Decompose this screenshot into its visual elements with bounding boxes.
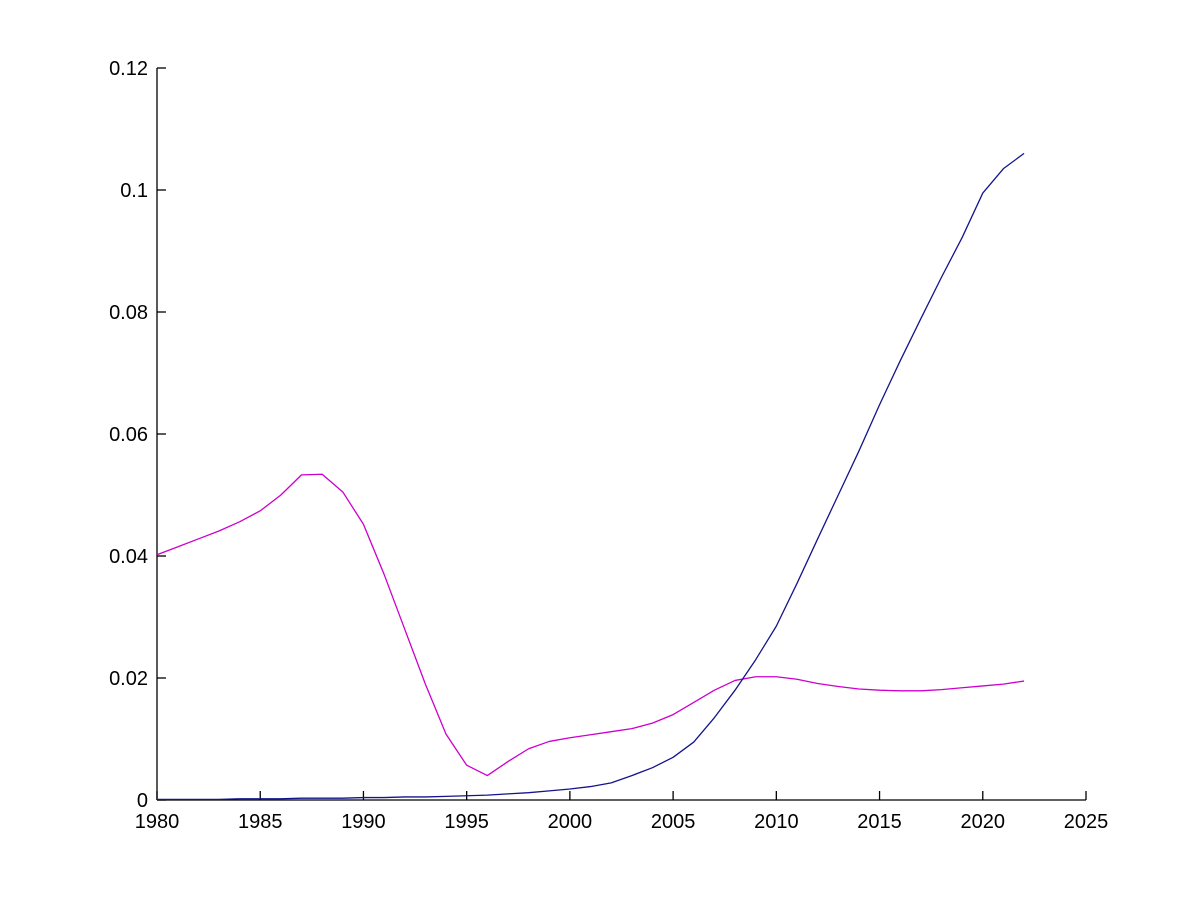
x-tick-label: 2010 [754, 811, 799, 833]
y-tick-label: 0 [137, 790, 148, 812]
x-tick-label: 1995 [444, 811, 489, 833]
magenta-series-line [156, 473, 1025, 777]
x-tick-label: 1985 [238, 811, 283, 833]
x-tick-label: 2020 [961, 811, 1006, 833]
x-tick-label: 2005 [651, 811, 696, 833]
y-tick-label: 0.02 [109, 668, 148, 690]
y-tick-label: 0.1 [120, 180, 148, 202]
y-tick-label: 0.06 [109, 424, 148, 446]
x-tick-label: 2015 [857, 811, 902, 833]
y-tick-label: 0.04 [109, 546, 148, 568]
x-tick-label: 1990 [341, 811, 386, 833]
y-tick-label: 0.12 [109, 58, 148, 80]
x-tick-label: 2000 [548, 811, 593, 833]
x-tick-label: 2025 [1064, 811, 1109, 833]
y-tick-label: 0.08 [109, 302, 148, 324]
x-tick-label: 1980 [135, 811, 180, 833]
blue-series-line [157, 152, 1025, 801]
